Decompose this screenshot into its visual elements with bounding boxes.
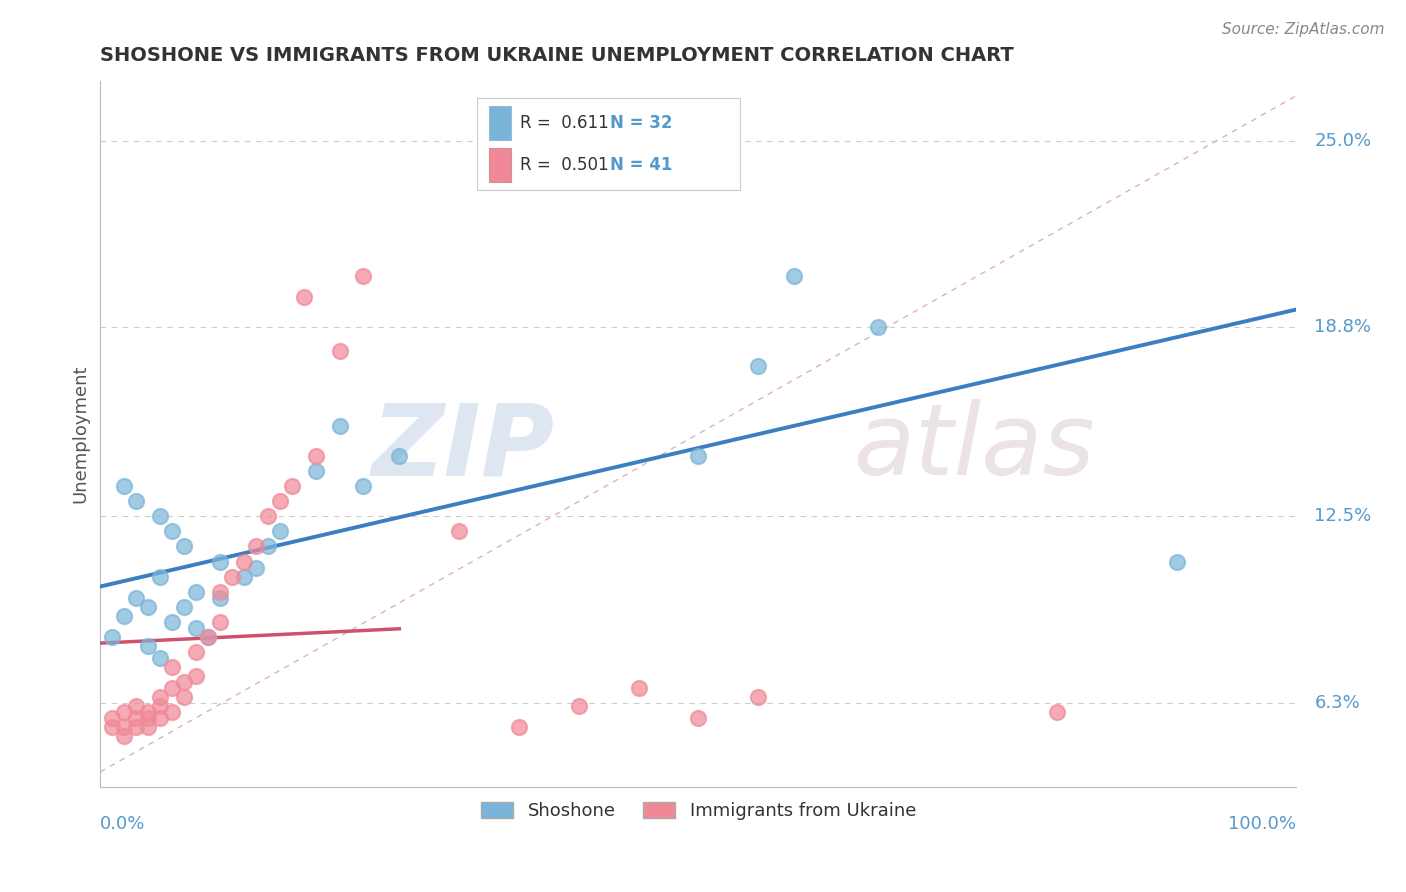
Point: [125, 698, 148, 713]
Point: [160, 705, 183, 719]
Point: [173, 674, 195, 689]
Point: [627, 681, 650, 695]
Point: [304, 464, 326, 478]
Point: [197, 630, 219, 644]
Point: [101, 630, 124, 644]
Point: [388, 450, 411, 464]
Point: [747, 690, 769, 704]
Point: [208, 591, 231, 605]
Point: [328, 344, 350, 359]
Text: 12.5%: 12.5%: [1315, 508, 1371, 525]
Text: 18.8%: 18.8%: [1315, 318, 1371, 336]
Point: [184, 669, 207, 683]
Point: [173, 690, 195, 704]
Point: [149, 698, 172, 713]
Text: 100.0%: 100.0%: [1229, 815, 1296, 833]
Point: [160, 524, 183, 539]
Text: 25.0%: 25.0%: [1315, 132, 1371, 150]
Point: [221, 569, 243, 583]
Point: [173, 540, 195, 554]
Point: [112, 479, 135, 493]
Point: [256, 509, 278, 524]
Point: [328, 419, 350, 434]
Point: [1046, 705, 1069, 719]
Point: [125, 711, 148, 725]
Point: [149, 650, 172, 665]
Point: [136, 639, 159, 653]
Text: ZIP: ZIP: [371, 400, 555, 497]
Point: [112, 608, 135, 623]
Point: [125, 494, 148, 508]
Legend: Shoshone, Immigrants from Ukraine: Shoshone, Immigrants from Ukraine: [474, 795, 924, 828]
Point: [112, 729, 135, 743]
Point: [1166, 555, 1188, 569]
Point: [136, 599, 159, 614]
Point: [184, 621, 207, 635]
Point: [449, 524, 471, 539]
Point: [160, 615, 183, 629]
Point: [232, 569, 254, 583]
Point: [101, 711, 124, 725]
Point: [101, 720, 124, 734]
Point: [125, 720, 148, 734]
Y-axis label: Unemployment: Unemployment: [72, 365, 89, 503]
Point: [149, 509, 172, 524]
Point: [568, 698, 591, 713]
Point: [232, 555, 254, 569]
Point: [304, 450, 326, 464]
Point: [112, 705, 135, 719]
Point: [184, 645, 207, 659]
Point: [149, 711, 172, 725]
Point: [747, 359, 769, 374]
Point: [353, 479, 375, 493]
Bar: [489, 148, 510, 182]
Point: [269, 524, 291, 539]
Point: [866, 320, 889, 334]
Point: [688, 711, 710, 725]
Point: [136, 720, 159, 734]
Bar: [489, 106, 510, 140]
Point: [280, 479, 302, 493]
Text: 0.0%: 0.0%: [100, 815, 146, 833]
Point: [256, 540, 278, 554]
Point: [269, 494, 291, 508]
Point: [173, 599, 195, 614]
Text: N = 41: N = 41: [610, 156, 672, 175]
Point: [149, 569, 172, 583]
Point: [245, 540, 267, 554]
Point: [149, 690, 172, 704]
Point: [245, 560, 267, 574]
Point: [353, 268, 375, 283]
Point: [688, 450, 710, 464]
Point: [208, 555, 231, 569]
Text: Source: ZipAtlas.com: Source: ZipAtlas.com: [1222, 22, 1385, 37]
Point: [125, 591, 148, 605]
Text: SHOSHONE VS IMMIGRANTS FROM UKRAINE UNEMPLOYMENT CORRELATION CHART: SHOSHONE VS IMMIGRANTS FROM UKRAINE UNEM…: [100, 46, 1014, 65]
Point: [184, 584, 207, 599]
Point: [208, 584, 231, 599]
Text: 6.3%: 6.3%: [1315, 694, 1360, 712]
Text: N = 32: N = 32: [610, 114, 672, 132]
Point: [208, 615, 231, 629]
Point: [160, 659, 183, 673]
Point: [160, 681, 183, 695]
Point: [112, 720, 135, 734]
Point: [136, 711, 159, 725]
Point: [783, 268, 806, 283]
Point: [292, 290, 315, 304]
Point: [508, 720, 530, 734]
FancyBboxPatch shape: [477, 98, 740, 190]
Text: R =  0.611: R = 0.611: [520, 114, 620, 132]
Text: atlas: atlas: [853, 400, 1095, 497]
Point: [136, 705, 159, 719]
Point: [197, 630, 219, 644]
Text: R =  0.501: R = 0.501: [520, 156, 619, 175]
